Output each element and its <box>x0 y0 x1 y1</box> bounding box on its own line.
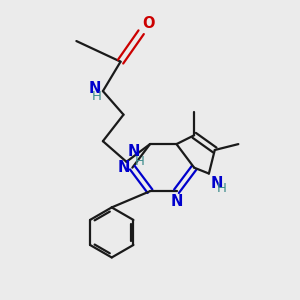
Text: H: H <box>135 155 145 168</box>
Text: N: N <box>170 194 183 209</box>
Text: H: H <box>92 90 101 103</box>
Text: H: H <box>216 182 226 195</box>
Text: N: N <box>128 144 140 159</box>
Text: N: N <box>210 176 223 191</box>
Text: O: O <box>142 16 155 31</box>
Text: N: N <box>89 81 101 96</box>
Text: N: N <box>118 160 130 175</box>
